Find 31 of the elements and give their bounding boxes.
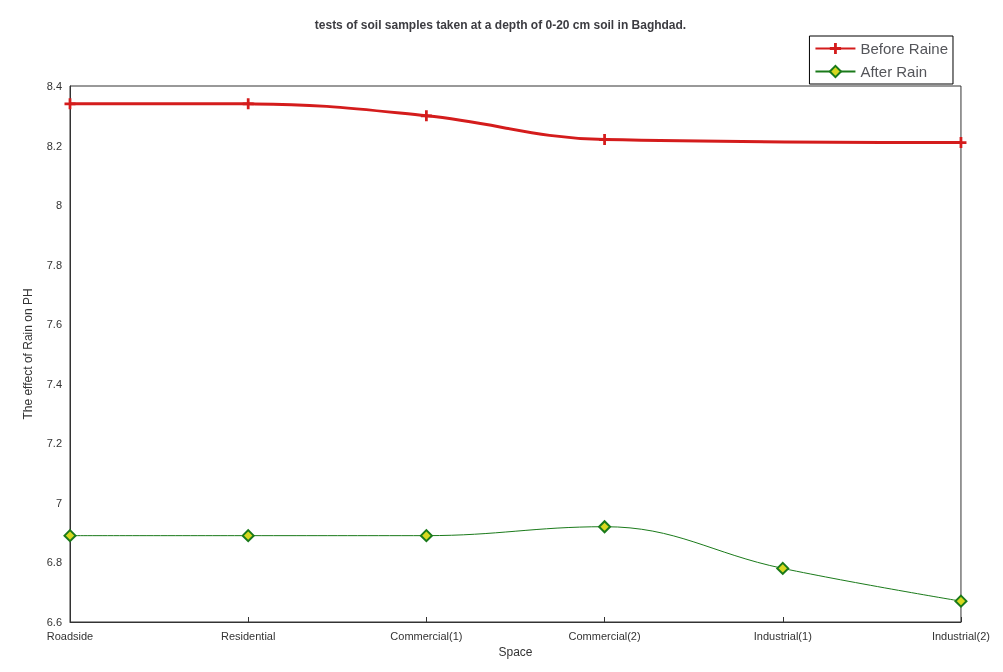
x-tick-label: Industrial(1) — [753, 629, 812, 642]
x-tick-label: Industrial(2) — [931, 629, 990, 642]
y-axis-title: The effect of Rain on PH — [21, 288, 35, 420]
x-tick-label: Commercial(1) — [390, 629, 463, 642]
y-tick-label: 7.6 — [46, 318, 62, 331]
y-tick-label: 6.8 — [46, 556, 62, 569]
y-tick-label: 6.6 — [46, 616, 62, 628]
point — [599, 134, 611, 146]
point — [776, 561, 790, 575]
chart-title: tests of soil samples taken at a depth of 0-20 cm soil in Baghdad. — [314, 18, 687, 32]
x-axis-title: Space — [498, 645, 533, 659]
x-tick-label: Commercial(2) — [568, 629, 641, 642]
point — [954, 594, 968, 608]
point — [242, 98, 254, 110]
x-tick-label: Residential — [220, 629, 276, 642]
y-tick-label: 8 — [55, 199, 62, 212]
point — [63, 529, 77, 543]
point — [419, 529, 433, 543]
legend-label: Before Raine — [860, 40, 949, 57]
point — [241, 529, 255, 543]
y-tick-label: 7.8 — [46, 258, 62, 271]
y-tick-label: 8.4 — [46, 80, 62, 92]
legend-label: After Rain — [860, 63, 928, 80]
x-tick-label: Roadside — [46, 629, 94, 642]
point — [420, 110, 432, 122]
y-tick-label: 7 — [55, 496, 62, 509]
point — [598, 520, 612, 534]
y-tick-label: 7.4 — [46, 377, 62, 390]
y-tick-label: 7.2 — [46, 437, 62, 450]
point — [64, 98, 76, 110]
y-tick-label: 8.2 — [46, 139, 62, 152]
